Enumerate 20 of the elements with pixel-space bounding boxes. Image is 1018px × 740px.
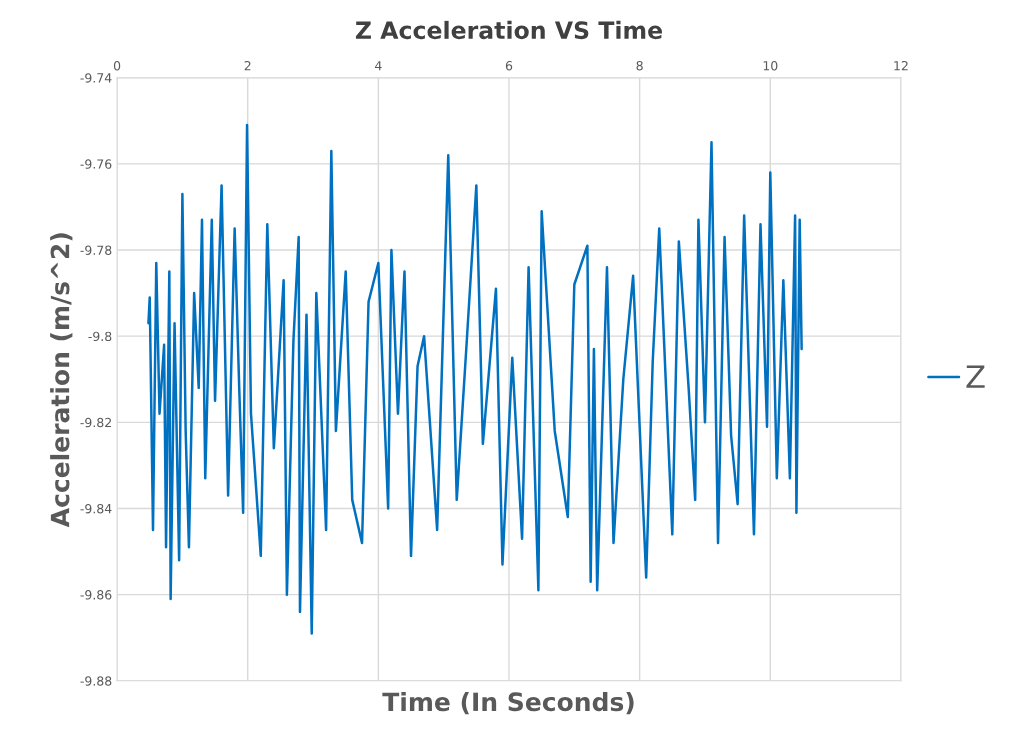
- y-tick-label: -9.74: [80, 73, 112, 83]
- line-series: [147, 123, 803, 635]
- y-tick-label: -9.88: [80, 676, 112, 686]
- y-tick-label: -9.86: [80, 590, 112, 600]
- chart-title: Z Acceleration VS Time: [355, 20, 662, 40]
- y-tick-label: -9.78: [80, 245, 112, 255]
- y-tick-label: -9.76: [80, 159, 112, 169]
- x-tick-label: 2: [244, 60, 251, 71]
- x-tick-label: 12: [894, 60, 908, 71]
- legend-label: Z: [966, 365, 985, 388]
- y-tick-label: -9.82: [80, 417, 111, 428]
- y-tick-label: -9.84: [80, 503, 112, 514]
- x-tick-label: 8: [636, 60, 643, 71]
- x-tick-label: 4: [374, 61, 382, 71]
- x-tick-label: 0: [113, 60, 121, 71]
- x-axis-title: Time (In Seconds): [382, 691, 634, 715]
- x-tick-label: 10: [763, 60, 778, 71]
- x-tick-label: 6: [505, 60, 513, 71]
- y-tick-label: -9.8: [88, 331, 112, 342]
- y-axis-title: Acceleration (m/s^2): [50, 233, 73, 528]
